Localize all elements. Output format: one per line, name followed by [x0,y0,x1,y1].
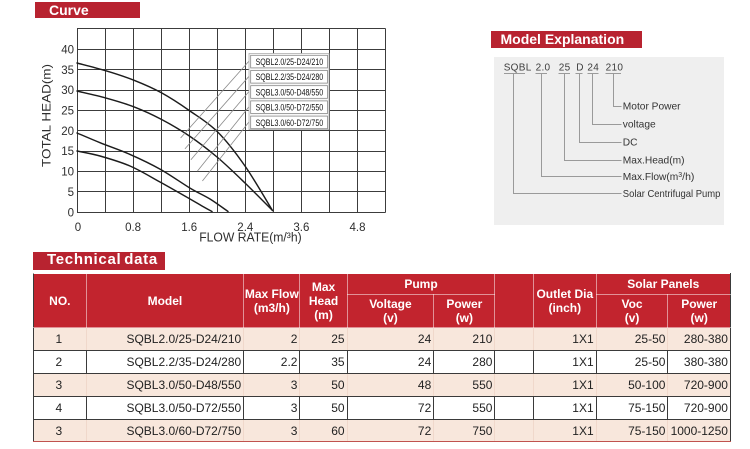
svg-text:DC: DC [623,138,638,149]
svg-text:0.8: 0.8 [125,222,141,234]
svg-text:10: 10 [61,167,74,179]
svg-text:SQBL3.0/60-D72/750: SQBL3.0/60-D72/750 [256,118,324,129]
svg-text:2.0: 2.0 [536,63,551,74]
svg-text:Max.Head(m): Max.Head(m) [623,156,685,167]
svg-text:voltage: voltage [623,120,656,131]
svg-text:2.4: 2.4 [237,222,254,234]
svg-text:0: 0 [68,207,74,219]
svg-text:SQBL2.2/35-D24/280: SQBL2.2/35-D24/280 [256,72,324,83]
svg-text:20: 20 [61,126,74,138]
svg-text:SQBL3.0/50-D48/550: SQBL3.0/50-D48/550 [256,87,324,98]
svg-text:FLOW RATE(m/³h): FLOW RATE(m/³h) [199,230,302,244]
svg-text:3.6: 3.6 [293,222,309,234]
svg-text:40: 40 [61,45,74,57]
svg-text:5: 5 [68,187,74,199]
svg-text:4.8: 4.8 [350,222,366,234]
svg-text:1.6: 1.6 [181,222,197,234]
svg-text:D: D [576,63,584,74]
svg-text:30: 30 [61,85,74,97]
svg-text:35: 35 [61,65,74,77]
svg-text:SQBL: SQBL [504,63,532,74]
svg-text:25: 25 [61,106,74,118]
svg-text:24: 24 [587,63,599,74]
svg-text:Motor Power: Motor Power [623,102,681,113]
svg-text:Solar Centrifugal Pump: Solar Centrifugal Pump [623,189,721,200]
svg-text:25: 25 [559,63,571,74]
svg-text:Max.Flow(m3/h): Max.Flow(m3/h) [623,171,695,183]
svg-text:0: 0 [75,222,81,234]
svg-text:SQBL2.0/25-D24/210: SQBL2.0/25-D24/210 [256,57,324,68]
svg-text:15: 15 [61,146,74,158]
svg-text:SQBL3.0/50-D72/550: SQBL3.0/50-D72/550 [256,103,324,114]
svg-text:210: 210 [606,63,624,74]
svg-text:TOTAL HEAD(m): TOTAL HEAD(m) [40,64,54,167]
